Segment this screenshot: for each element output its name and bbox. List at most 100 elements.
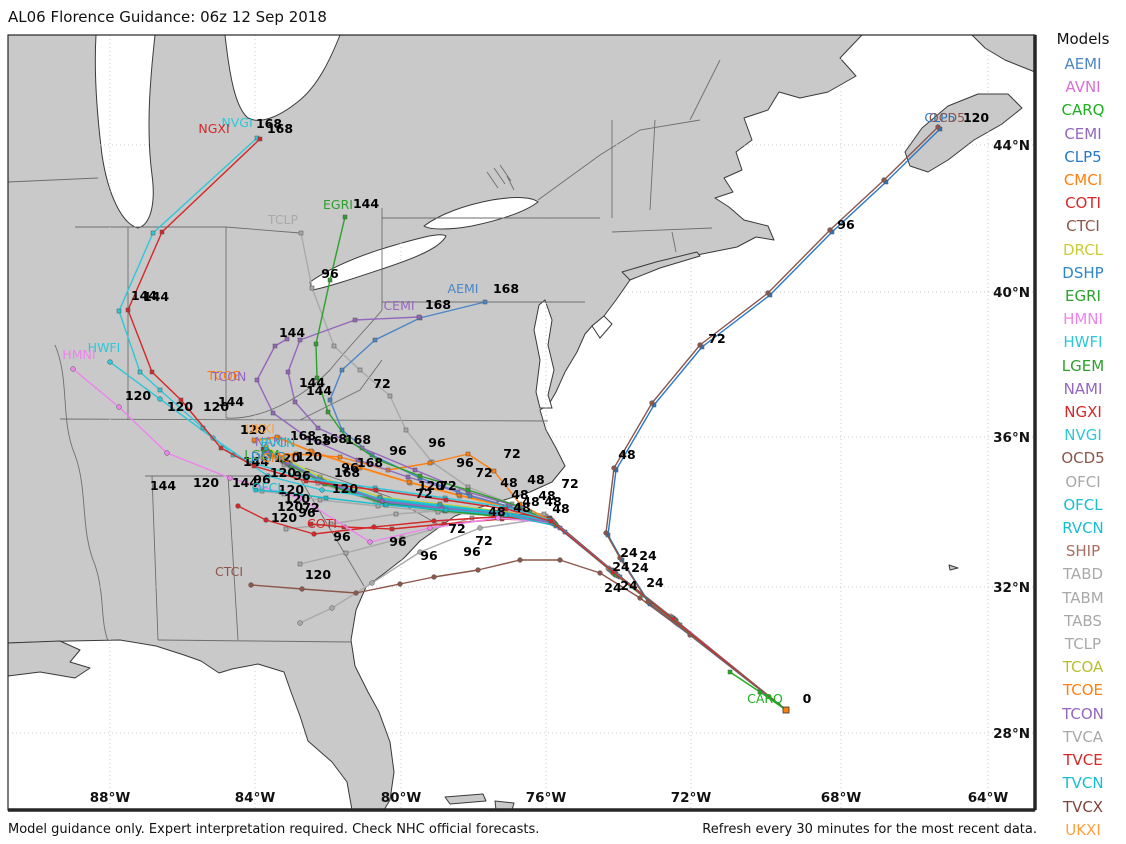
refresh-note: Refresh every 30 minutes for the most re… [702,822,1037,837]
hour-label: 24 [612,559,630,574]
legend-item-HWFI: HWFI [1063,333,1103,352]
model-label-CARQ: CARQ [747,691,783,706]
lat-tick: 44°N [993,138,1030,154]
legend-item-UKXI: UKXI [1065,820,1101,839]
hour-label: 120 [278,482,304,497]
track-CARQ [727,669,787,711]
hour-label: 168 [321,431,347,446]
model-label-NVGI: NVGI [221,115,252,130]
legend-header: Models [1056,30,1110,48]
lat-tick: 32°N [993,580,1030,596]
hour-label: 48 [511,487,528,502]
hour-label: 48 [618,447,635,462]
model-label-DSHP: DSHP [251,449,286,464]
hour-label: 96 [456,455,474,470]
legend-item-TCLP: TCLP [1064,635,1102,654]
hour-label: 72 [448,521,465,536]
hour-label: 120 [125,388,151,403]
hour-label: 144 [232,475,258,490]
model-label-LGEM: LGEM [244,447,279,462]
legend-item-CLP5: CLP5 [1064,147,1102,166]
lat-tick: 36°N [993,430,1030,446]
lon-tick: 84°W [235,790,276,806]
hour-label: 120 [240,422,266,437]
hour-label: 120 [193,475,219,490]
legend-item-OFCI: OFCI [1065,472,1101,491]
hour-label: 0 [803,691,812,706]
hour-label: 96 [428,435,446,450]
model-label-OFCL: OFCL [252,480,285,495]
lon-tick: 72°W [671,790,712,806]
hour-label: 48 [488,504,505,519]
hour-label: 96 [389,443,407,458]
lat-tick: 40°N [993,285,1030,301]
model-label-HWFI: HWFI [88,340,121,355]
model-label-TCLP: TCLP [267,212,299,227]
model-label-CLP5: CLP5 [924,110,955,125]
hour-label: 96 [463,544,481,559]
model-label-UKXI: UKXI [245,421,275,436]
model-label-CEMI: CEMI [383,298,414,313]
axis-tick-labels: 88°W 84°W 80°W 76°W 72°W 68°W 64°W 44°N 40°N 36°N… [90,138,1030,806]
legend-item-SHIP: SHIP [1065,542,1101,561]
model-label-COTI: COTI [307,516,337,531]
hour-label: 72 [439,478,456,493]
hour-label: 72 [415,486,432,501]
hour-label: 120 [296,449,322,464]
model-label-EGRI: EGRI [323,197,353,212]
hour-label: 120 [963,110,989,125]
hour-label: 144 [306,383,332,398]
legend-item-TVCN: TVCN [1062,774,1104,793]
hour-label: 72 [503,446,520,461]
model-label-TCOE: TCOE [206,368,240,383]
hour-label: 168 [290,428,316,443]
hour-label: 168 [305,433,331,448]
legend-item-AVNI: AVNI [1065,78,1101,97]
hour-label: 96 [253,472,271,487]
hour-label: 144 [131,288,157,303]
hour-label: 24 [620,578,638,593]
hour-label: 72 [302,500,319,515]
hour-label: 96 [341,460,359,475]
legend-item-TVCX: TVCX [1062,797,1104,816]
hour-label: 120 [271,510,297,525]
model-label-CMCI: CMCI [262,450,294,465]
track-OCD5 [603,124,941,711]
hour-label: 48 [552,501,569,516]
hour-label: 96 [321,266,339,281]
hour-label: 168 [267,121,293,136]
lat-tick: 28°N [993,726,1030,742]
hour-label: 72 [475,533,492,548]
model-label-NAMI: NAMI [255,434,287,449]
legend-item-HMNI: HMNI [1063,310,1103,329]
storm-origin-marker [782,706,790,714]
hour-label: 168 [334,465,360,480]
model-tracks [70,124,943,714]
hour-label: 24 [639,548,657,563]
legend-item-COTI: COTI [1065,194,1101,213]
hour-label: 168 [345,432,371,447]
legend-item-NVGI: NVGI [1064,426,1102,445]
hour-label: 24 [620,545,638,560]
disclaimer-text: Model guidance only. Expert interpretati… [8,822,540,837]
hour-label: 96 [389,534,407,549]
hour-label: 48 [538,488,555,503]
hour-label: 48 [513,500,530,515]
legend-item-TVCE: TVCE [1063,751,1103,770]
legend-item-TVCA: TVCA [1062,727,1104,746]
hour-label: 24 [646,575,664,590]
hour-label: 120 [332,481,358,496]
model-label-NGXI: NGXI [198,121,229,136]
hour-label: 120 [284,491,310,506]
model-label-HMNI: HMNI [62,347,95,362]
legend-item-DRCL: DRCL [1062,240,1104,259]
hour-label: 48 [500,475,517,490]
lon-tick: 68°W [821,790,862,806]
hour-label: 72 [373,376,390,391]
hour-label: 72 [475,465,492,480]
lon-tick: 76°W [526,790,567,806]
track-NGXI [125,136,787,711]
legend-item-LGEM: LGEM [1061,356,1105,375]
legend-item-NGXI: NGXI [1064,403,1102,422]
